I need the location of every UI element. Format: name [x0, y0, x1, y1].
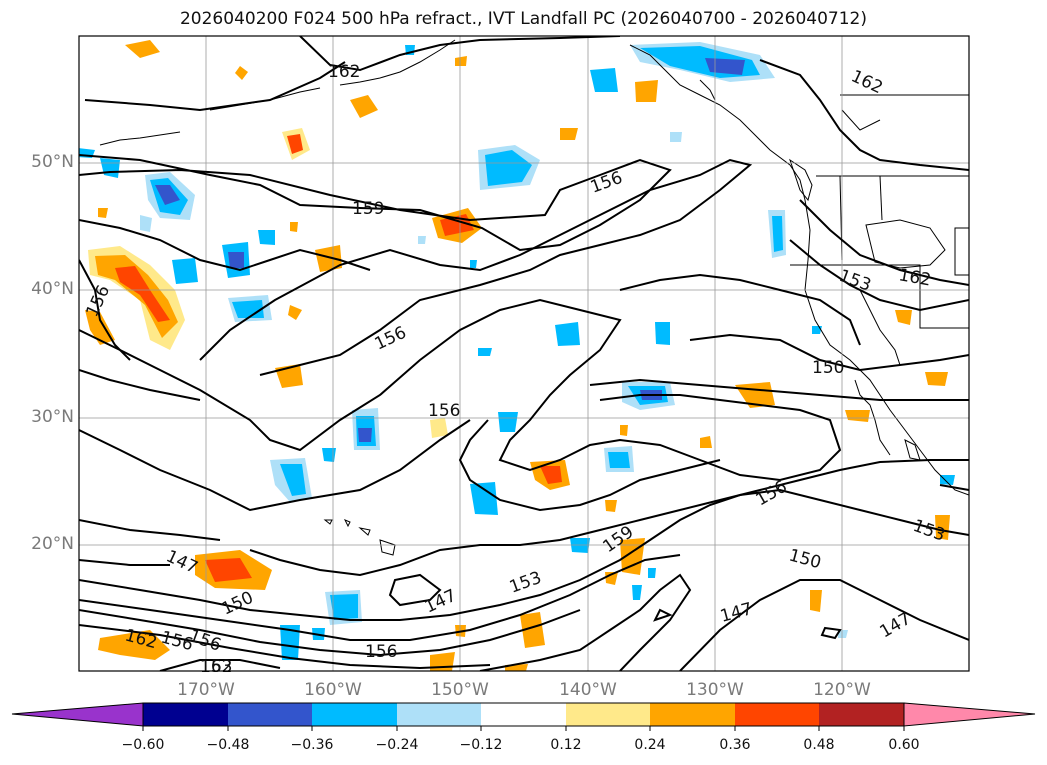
colorbar-tick-label: 0.12 — [550, 737, 582, 753]
contour-line — [79, 559, 170, 566]
contour-line — [789, 239, 969, 312]
contour-line — [159, 659, 281, 671]
contour-label: 159 — [352, 199, 384, 219]
colorbar-tick-label: −0.48 — [206, 737, 250, 753]
contour-line — [619, 273, 861, 346]
colorbar-segment — [143, 703, 228, 726]
colorbar-tick-label: −0.60 — [121, 737, 165, 753]
contour-label: 156 — [428, 401, 460, 421]
colorbar — [11, 702, 1036, 731]
contour-line — [84, 61, 346, 112]
lat-label-20n: 20°N — [31, 534, 74, 554]
colorbar-segment — [397, 703, 481, 726]
colorbar-tick-label: 0.24 — [634, 737, 666, 753]
height-contours — [79, 36, 969, 671]
colorbar-segment — [735, 703, 819, 726]
colorbar-tick-label: 0.36 — [719, 737, 751, 753]
contour-line — [199, 158, 753, 376]
contour-line — [249, 459, 969, 577]
lon-label-130w: 130°W — [686, 680, 744, 700]
contour-line — [79, 554, 681, 641]
contour-line — [589, 378, 969, 401]
contour-label: 150 — [812, 358, 844, 378]
contour-line — [479, 573, 692, 671]
contour-line — [79, 624, 491, 670]
colorbar-segment — [481, 703, 566, 726]
contour-label: 156 — [372, 323, 410, 355]
positive-anomaly-blobs — [85, 40, 950, 671]
contour-line — [388, 573, 442, 607]
contour-line — [458, 419, 721, 512]
contour-label: 156 — [753, 477, 791, 511]
colorbar-extend-low — [11, 702, 144, 727]
lon-label-150w: 150°W — [431, 680, 489, 700]
map-title: 2026040200 F024 500 hPa refract., IVT La… — [179, 9, 867, 29]
lon-label-120w: 120°W — [813, 680, 871, 700]
contour-label: 156 — [82, 282, 114, 320]
contour-line — [79, 369, 201, 401]
contour-label: 150 — [787, 546, 824, 574]
colorbar-tick-label: −0.24 — [375, 737, 419, 753]
contour-line — [759, 59, 969, 171]
contour-line — [79, 519, 221, 541]
contour-line — [299, 36, 621, 72]
colorbar-tick-label: 0.60 — [888, 737, 920, 753]
contour-line — [939, 484, 969, 491]
colorbar-segment — [566, 703, 650, 726]
colorbar-tick-label: −0.36 — [290, 737, 334, 753]
contour-label: 147 — [422, 586, 460, 618]
colorbar-extend-high — [903, 702, 1036, 727]
contour-label: 162 — [848, 66, 886, 98]
lon-label-140w: 140°W — [559, 680, 617, 700]
contour-label: 147 — [718, 599, 755, 627]
colorbar-segment — [819, 703, 904, 726]
lon-label-170w: 170°W — [177, 680, 235, 700]
contour-label: 162 — [897, 265, 932, 290]
contour-label: 156 — [588, 168, 625, 198]
lat-label-50n: 50°N — [31, 152, 74, 172]
lon-label-160w: 160°W — [304, 680, 362, 700]
contour-line — [79, 298, 842, 482]
contour-line — [799, 199, 969, 286]
contour-label: 162 — [328, 62, 360, 82]
contour-label: 150 — [219, 588, 257, 620]
contour-line — [689, 333, 969, 372]
negative-anomaly-blobs — [79, 42, 955, 660]
contour-line — [79, 154, 672, 252]
contour-line — [79, 488, 969, 621]
contour-label: 153 — [200, 657, 232, 677]
colorbar-segment — [650, 703, 735, 726]
plot-frame — [78, 35, 970, 672]
lat-label-40n: 40°N — [31, 279, 74, 299]
colorbar-segment — [312, 703, 397, 726]
contour-label: 153 — [507, 568, 544, 598]
colorbar-tick-label: −0.12 — [459, 737, 503, 753]
lat-label-30n: 30°N — [31, 407, 74, 427]
contour-label: 156 — [365, 642, 397, 662]
colorbar-segment — [228, 703, 312, 726]
contour-line — [79, 219, 371, 272]
anomaly-shading — [79, 40, 955, 671]
contour-line — [679, 579, 969, 671]
contour-label: 162 — [200, 657, 232, 677]
contour-line — [653, 608, 673, 622]
contour-line — [79, 419, 471, 512]
contour-line — [79, 609, 581, 657]
contour-line — [820, 626, 842, 640]
gridlines — [79, 36, 969, 671]
colorbar-tick-label: 0.48 — [803, 737, 835, 753]
